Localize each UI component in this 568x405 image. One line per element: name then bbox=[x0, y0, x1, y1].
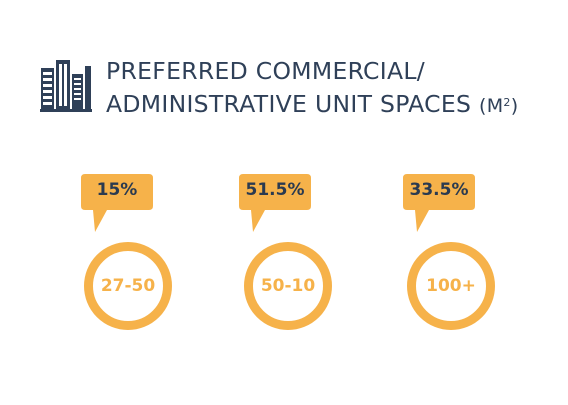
title-line-1: PREFERRED COMMERCIAL/ bbox=[106, 57, 425, 85]
title-line-2: ADMINISTRATIVE UNIT SPACES (M2) bbox=[106, 87, 518, 122]
title-line-2-text: ADMINISTRATIVE UNIT SPACES bbox=[106, 90, 472, 118]
category-ring: 27-50 bbox=[84, 242, 172, 330]
category-label: 100+ bbox=[426, 276, 476, 296]
callout-bubble bbox=[239, 174, 311, 232]
category-ring: 50-10 bbox=[244, 242, 332, 330]
callout-bubble bbox=[81, 174, 153, 232]
category-label: 27-50 bbox=[100, 276, 156, 296]
value-label: 15% bbox=[96, 180, 138, 200]
value-label: 51.5% bbox=[245, 180, 305, 200]
buildings-icon bbox=[40, 60, 92, 112]
category-label: 50-10 bbox=[260, 276, 316, 296]
callout-shape bbox=[403, 174, 475, 232]
value-callout: 51.5% bbox=[239, 174, 311, 232]
callout-shape bbox=[239, 174, 311, 232]
unit-superscript: 2 bbox=[503, 96, 511, 109]
value-label: 33.5% bbox=[409, 180, 469, 200]
callout-bubble bbox=[403, 174, 475, 232]
chart-title: PREFERRED COMMERCIAL/ ADMINISTRATIVE UNI… bbox=[106, 56, 518, 122]
unit-close: ) bbox=[510, 95, 519, 117]
unit-open: (M bbox=[479, 95, 504, 117]
value-callout: 33.5% bbox=[403, 174, 475, 232]
chart-header: PREFERRED COMMERCIAL/ ADMINISTRATIVE UNI… bbox=[40, 56, 540, 126]
callout-shape bbox=[81, 174, 153, 232]
unit-label: (M2) bbox=[479, 95, 518, 117]
category-ring: 100+ bbox=[407, 242, 495, 330]
value-callout: 15% bbox=[81, 174, 153, 232]
